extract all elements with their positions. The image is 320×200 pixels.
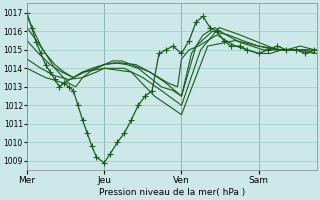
X-axis label: Pression niveau de la mer( hPa ): Pression niveau de la mer( hPa ) — [99, 188, 245, 197]
